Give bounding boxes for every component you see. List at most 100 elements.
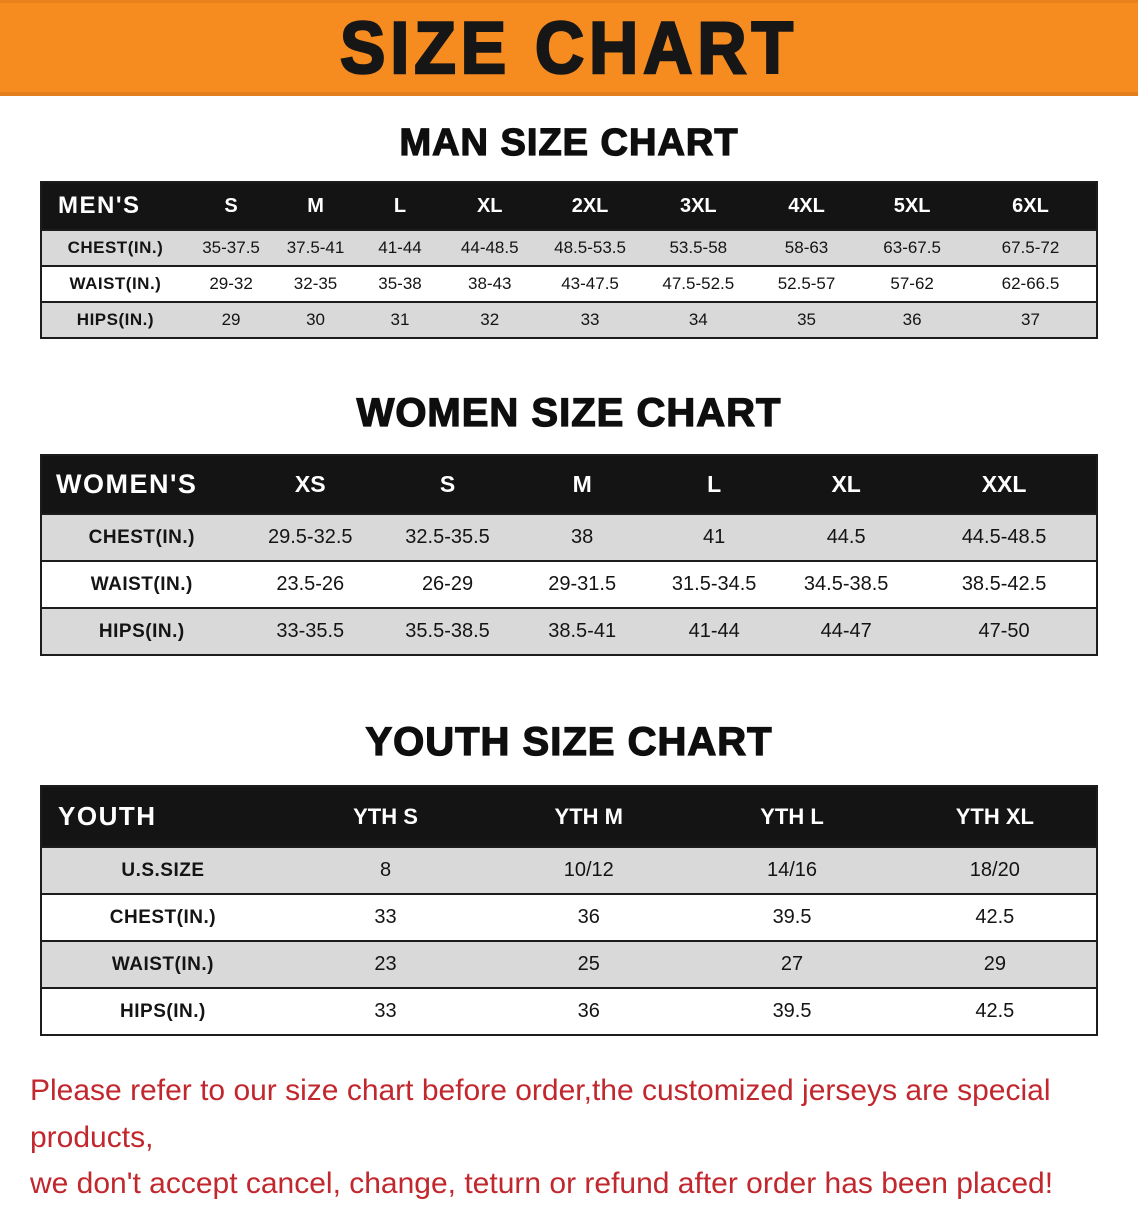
women-size-table: WOMEN'S XS S M L XL XXL CHEST(IN.) 29.5-… xyxy=(40,454,1098,656)
size-cell: 37 xyxy=(964,302,1097,338)
size-cell: 48.5-53.5 xyxy=(537,230,643,266)
row-label: WAIST(IN.) xyxy=(69,274,162,293)
column-header: 5XL xyxy=(859,182,965,231)
size-cell: 29 xyxy=(893,941,1097,988)
note-line-2: we don't accept cancel, change, teturn o… xyxy=(30,1167,1054,1200)
women-section: WOMEN SIZE CHART WOMEN'S XS S M L XL XXL xyxy=(0,390,1138,656)
column-header: M xyxy=(273,182,358,231)
table-row: WAIST(IN.) 23 25 27 29 xyxy=(41,941,1097,988)
table-row: U.S.SIZE 8 10/12 14/16 18/20 xyxy=(41,847,1097,894)
size-cell: 58-63 xyxy=(753,230,860,266)
youth-header-row: YOUTH YTH S YTH M YTH L YTH XL xyxy=(41,786,1097,848)
table-row: WAIST(IN.) 29-32 32-35 35-38 38-43 43-47… xyxy=(41,266,1097,302)
youth-size-table: YOUTH YTH S YTH M YTH L YTH XL U.S.SIZE … xyxy=(40,785,1098,1036)
size-cell: 53.5-58 xyxy=(642,230,754,266)
order-policy-note: Please refer to our size chart before or… xyxy=(0,1068,1138,1208)
table-row: HIPS(IN.) 29 30 31 32 33 34 35 36 37 xyxy=(41,302,1097,338)
size-cell: 44.5-48.5 xyxy=(912,514,1097,561)
size-cell: 36 xyxy=(859,302,965,338)
size-cell: 14/16 xyxy=(690,847,894,894)
table-row: WAIST(IN.) 23.5-26 26-29 29-31.5 31.5-34… xyxy=(41,561,1097,608)
size-cell: 32.5-35.5 xyxy=(378,514,517,561)
column-header: M xyxy=(516,455,649,515)
size-cell: 62-66.5 xyxy=(1001,274,1060,293)
youth-size-chart-heading: YOUTH SIZE CHART xyxy=(365,719,773,764)
men-size-table: MEN'S S M L XL 2XL 3XL 4XL 5XL 6XL CHEST… xyxy=(40,181,1098,339)
size-cell: 39.5 xyxy=(772,906,812,928)
size-cell: 23 xyxy=(283,941,488,988)
size-cell: 67.5-72 xyxy=(964,230,1097,266)
table-row: HIPS(IN.) 33-35.5 35.5-38.5 38.5-41 41-4… xyxy=(41,608,1097,655)
banner-title: SIZE CHART xyxy=(339,6,798,91)
youth-section: YOUTH SIZE CHART YOUTH YTH S YTH M YTH L… xyxy=(0,719,1138,1036)
size-cell: 23.5-26 xyxy=(276,573,345,595)
size-cell: 34 xyxy=(642,302,754,338)
size-cell: 29-32 xyxy=(209,274,253,293)
size-cell: 33 xyxy=(374,906,397,928)
column-header: L xyxy=(648,455,781,515)
size-cell: 27 xyxy=(690,941,894,988)
size-cell: 29 xyxy=(188,302,274,338)
column-header: XL xyxy=(780,455,913,515)
size-cell: 31.5-34.5 xyxy=(671,573,757,595)
size-cell: 35.5-38.5 xyxy=(378,608,517,655)
size-cell: 38.5-41 xyxy=(516,608,649,655)
size-cell: 35-37.5 xyxy=(188,230,274,266)
men-section: MAN SIZE CHART MEN'S S M L XL 2XL 3XL 4X… xyxy=(0,121,1138,339)
size-cell: 44.5 xyxy=(780,514,913,561)
size-cell: 10/12 xyxy=(487,847,691,894)
men-header-row: MEN'S S M L XL 2XL 3XL 4XL 5XL 6XL xyxy=(41,182,1097,231)
size-cell: 18/20 xyxy=(893,847,1097,894)
size-cell: 37.5-41 xyxy=(273,230,358,266)
size-cell: 36 xyxy=(577,1000,600,1022)
size-cell: 42.5 xyxy=(975,906,1015,928)
men-corner-label: MEN'S xyxy=(41,182,189,231)
size-cell: 38-43 xyxy=(468,274,512,293)
column-header: YTH S xyxy=(283,786,488,848)
row-label: WAIST(IN.) xyxy=(90,573,193,595)
size-cell: 38 xyxy=(516,514,649,561)
column-header: S xyxy=(378,455,517,515)
size-cell: 32-35 xyxy=(293,274,338,293)
column-header: 2XL xyxy=(537,182,643,231)
size-cell: 43-47.5 xyxy=(561,274,619,293)
size-cell: 63-67.5 xyxy=(859,230,965,266)
size-cell: 35 xyxy=(753,302,860,338)
row-label: HIPS(IN.) xyxy=(41,608,242,655)
column-header: YTH M xyxy=(487,786,691,848)
row-label: WAIST(IN.) xyxy=(41,941,284,988)
table-row: CHEST(IN.) 35-37.5 37.5-41 41-44 44-48.5… xyxy=(41,230,1097,266)
size-chart-banner: SIZE CHART xyxy=(0,0,1138,96)
row-label: HIPS(IN.) xyxy=(41,302,189,338)
row-label: CHEST(IN.) xyxy=(41,230,189,266)
size-cell: 33 xyxy=(537,302,643,338)
size-cell: 44-47 xyxy=(780,608,913,655)
size-cell: 29-31.5 xyxy=(548,573,617,595)
size-cell: 34.5-38.5 xyxy=(803,573,889,595)
column-header: YTH XL xyxy=(893,786,1097,848)
size-cell: 41-44 xyxy=(357,230,443,266)
row-label: HIPS(IN.) xyxy=(120,1000,206,1022)
size-cell: 42.5 xyxy=(975,1000,1015,1022)
man-size-chart-heading: MAN SIZE CHART xyxy=(399,121,739,164)
column-header: 6XL xyxy=(964,182,1097,231)
size-cell: 41 xyxy=(648,514,781,561)
size-cell: 32 xyxy=(442,302,538,338)
row-label: U.S.SIZE xyxy=(41,847,284,894)
table-row: HIPS(IN.) 33 36 39.5 42.5 xyxy=(41,988,1097,1035)
column-header: 4XL xyxy=(753,182,860,231)
women-corner-label: WOMEN'S xyxy=(41,455,242,515)
size-cell: 57-62 xyxy=(890,274,934,293)
size-cell: 39.5 xyxy=(772,1000,812,1022)
size-cell: 33-35.5 xyxy=(241,608,379,655)
size-cell: 33 xyxy=(374,1000,397,1022)
size-cell: 52.5-57 xyxy=(777,274,836,293)
row-label: CHEST(IN.) xyxy=(109,906,217,928)
note-line-1: Please refer to our size chart before or… xyxy=(30,1074,1051,1154)
size-cell: 36 xyxy=(577,906,600,928)
size-cell: 47.5-52.5 xyxy=(662,274,735,293)
column-header: S xyxy=(188,182,274,231)
women-header-row: WOMEN'S XS S M L XL XXL xyxy=(41,455,1097,515)
column-header: YTH L xyxy=(690,786,894,848)
